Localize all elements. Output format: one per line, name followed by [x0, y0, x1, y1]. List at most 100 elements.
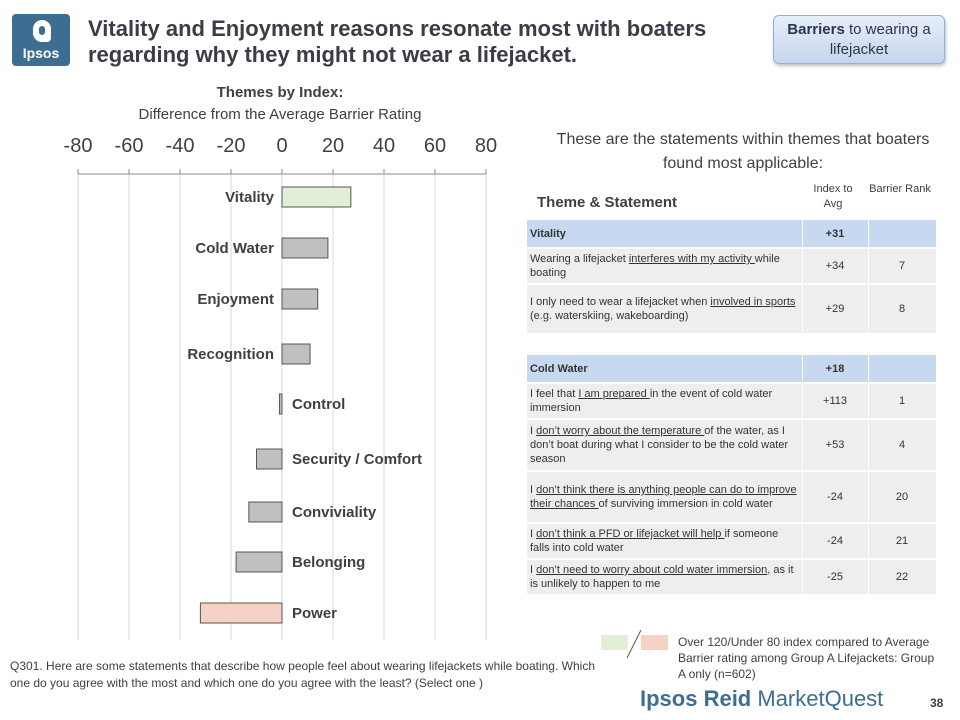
statement-rank: 7: [868, 248, 937, 285]
chart-title-line1: Themes by Index:: [216, 84, 344, 101]
statement-key: don’t worry about the temperature: [536, 425, 705, 437]
page-number: 38: [930, 696, 944, 710]
statement-text: I don’t think a PFD or lifejacket will h…: [527, 523, 803, 560]
statement-row: I feel that I am prepared in the event o…: [527, 383, 937, 420]
statement-text: I don’t think there is anything people c…: [527, 471, 803, 524]
statement-key: involved in sports: [710, 296, 796, 308]
bar-cold-water: [281, 237, 329, 259]
statement-pre: I: [530, 425, 537, 437]
table-header: Theme & Statement Index to Avg Barrier R…: [527, 180, 936, 220]
statement-post: , as it is unlikely to happen to me: [530, 564, 794, 590]
x-tick-label: 80: [475, 135, 497, 157]
barriers-button[interactable]: Barriers to wearing a lifejacket: [773, 15, 945, 64]
statement-index: +113: [802, 383, 869, 420]
bar-vitality: [281, 186, 352, 208]
x-tick-label: 20: [322, 135, 344, 157]
x-tick-label: -80: [64, 135, 93, 157]
bar-enjoyment: [281, 288, 319, 310]
category-label: Belonging: [292, 554, 365, 571]
ipsos-logo-icon: [33, 20, 51, 42]
theme-table-cold-water: Cold Water +18 I feel that I am prepared…: [527, 355, 937, 596]
category-label: Enjoyment: [197, 291, 274, 308]
x-tick-label: 60: [424, 135, 446, 157]
statement-index: -24: [802, 471, 869, 524]
theme-index: +18: [802, 355, 869, 384]
statement-pre: I: [530, 484, 537, 496]
theme-index: +31: [802, 220, 869, 249]
legend-text: Over 120/Under 80 index compared to Aver…: [678, 635, 935, 681]
chart-title: Themes by Index: Difference from the Ave…: [80, 82, 480, 126]
statement-post: in the event of cold water immersion: [530, 388, 773, 414]
table-intro: These are the statements within themes t…: [556, 131, 930, 172]
statement-key: interferes with my activity: [628, 253, 755, 265]
statement-row: I don’t think a PFD or lifejacket will h…: [527, 523, 937, 560]
statement-text: I only need to wear a lifejacket when in…: [527, 284, 803, 335]
statement-pre: I: [530, 528, 537, 540]
statement-key: don’t need to worry about cold water imm…: [536, 564, 768, 576]
x-tick-label: 40: [373, 135, 395, 157]
question-footnote: Q301. Here are some statements that desc…: [10, 659, 595, 690]
brand-rest: MarketQuest: [751, 686, 884, 711]
theme-row: Vitality +31: [527, 220, 937, 249]
slide-title: Vitality and Enjoyment reasons resonate …: [88, 16, 707, 67]
bar-security-comfort: [256, 448, 283, 470]
header-rank: Barrier Rank: [869, 183, 931, 195]
legend-slash-icon: [626, 629, 642, 659]
category-label: Control: [292, 396, 345, 413]
themes-bar-chart: -80 -60 -40 -20 0 20 40 60 80 Vitality Cold Water E…: [64, 135, 497, 640]
category-label: Vitality: [225, 189, 275, 206]
statement-row: I don’t worry about the temperature of t…: [527, 419, 937, 472]
theme-table-vitality: Vitality +31 Wearing a lifejacket interf…: [527, 220, 937, 335]
statement-row: I don’t need to worry about cold water i…: [527, 559, 937, 596]
bar-conviviality: [248, 501, 283, 523]
table-spacer: [527, 335, 936, 355]
statement-post: of surviving immersion in cold water: [598, 498, 773, 510]
statement-rank: 21: [868, 523, 937, 560]
statement-index: +29: [802, 284, 869, 335]
statement-text: I don’t need to worry about cold water i…: [527, 559, 803, 596]
statement-pre: Wearing a lifejacket: [530, 253, 629, 265]
statement-post: if someone falls into cold water: [530, 528, 779, 554]
theme-row: Cold Water +18: [527, 355, 937, 384]
statement-row: Wearing a lifejacket interferes with my …: [527, 248, 937, 285]
bar-power: [199, 602, 283, 624]
statement-index: +53: [802, 419, 869, 472]
brand-bold: Ipsos Reid: [640, 686, 752, 711]
category-label: Power: [292, 605, 337, 622]
statement-post: of the water, as I don’t boat during wha…: [530, 425, 789, 465]
category-label: Conviviality: [292, 504, 377, 521]
statement-index: +34: [802, 248, 869, 285]
statement-pre: I: [530, 564, 537, 576]
x-tick-label: -60: [115, 135, 144, 157]
statement-rank: 4: [868, 419, 937, 472]
theme-name: Vitality: [527, 220, 803, 249]
statement-pre: I only need to wear a lifejacket when: [530, 296, 711, 308]
bar-recognition: [281, 343, 311, 365]
theme-rank: [868, 355, 937, 384]
statement-text: I don’t worry about the temperature of t…: [527, 419, 803, 472]
statement-index: -24: [802, 523, 869, 560]
brand-wordmark: Ipsos Reid MarketQuest: [640, 686, 883, 712]
barriers-button-bold: Barriers: [787, 21, 845, 38]
statement-text: Wearing a lifejacket interferes with my …: [527, 248, 803, 285]
theme-statement-table: Theme & Statement Index to Avg Barrier R…: [527, 180, 937, 596]
legend-swatch-under: [641, 635, 668, 650]
statement-post: (e.g. waterskiing, wakeboarding): [530, 310, 689, 322]
statement-post: while boating: [530, 253, 780, 279]
header-theme: Theme & Statement: [537, 194, 678, 211]
statement-key: don’t think there is anything people can…: [530, 484, 797, 510]
ipsos-logo-text: Ipsos: [22, 45, 60, 61]
statement-row: I don’t think there is anything people c…: [527, 471, 937, 524]
statement-row: I only need to wear a lifejacket when in…: [527, 284, 937, 335]
statement-pre: I feel that: [530, 388, 579, 400]
statement-key: don’t think a PFD or lifejacket will hel…: [536, 528, 725, 540]
bar-belonging: [235, 551, 283, 573]
theme-rank: [868, 220, 937, 249]
statement-rank: 20: [868, 471, 937, 524]
chart-title-line2: Difference from the Average Barrier Rati…: [138, 106, 422, 123]
category-label: Security / Comfort: [292, 451, 422, 468]
statement-index: -25: [802, 559, 869, 596]
bar-control: [278, 393, 283, 415]
statement-rank: 1: [868, 383, 937, 420]
ipsos-logo: Ipsos: [12, 14, 70, 66]
